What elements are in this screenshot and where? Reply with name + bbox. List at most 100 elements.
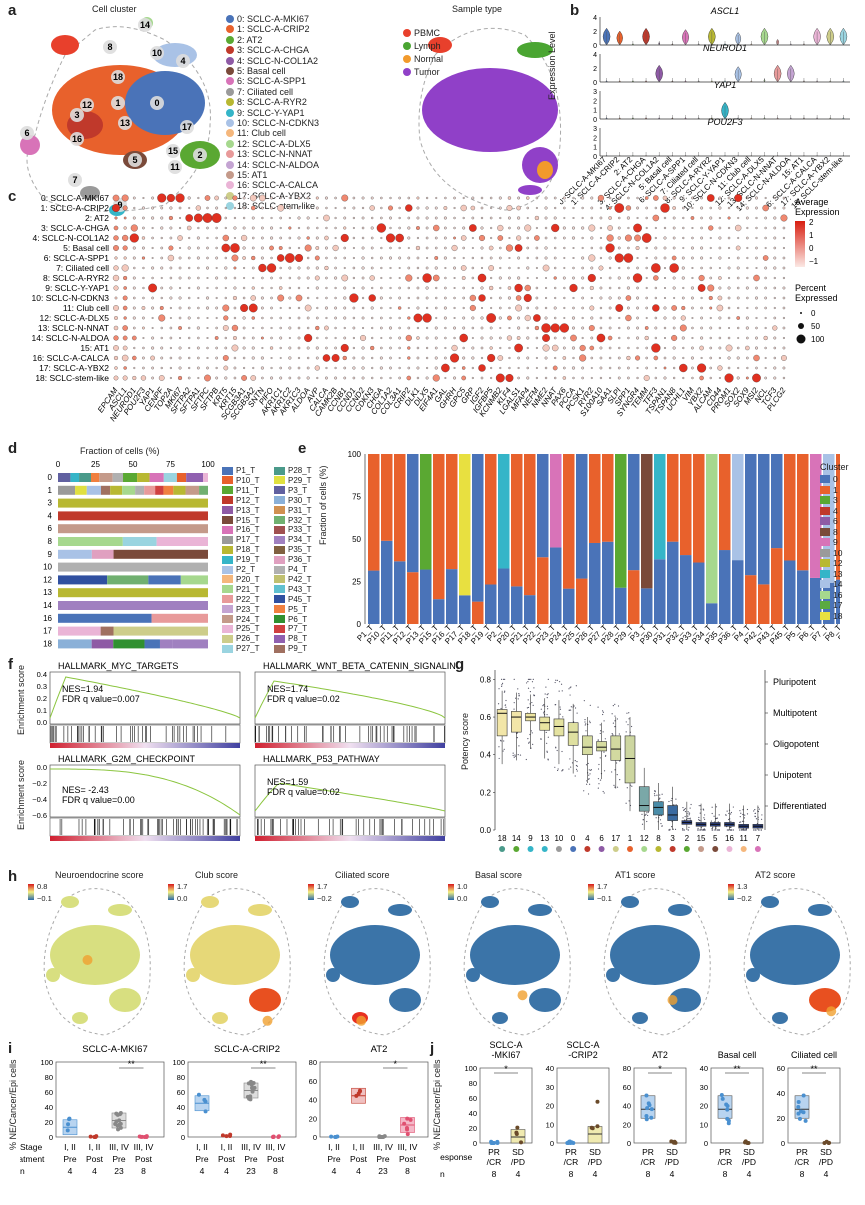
dotplot-dot (764, 196, 767, 200)
gsea-fdr: FDR q value=0.02 (267, 694, 340, 704)
dotplot-dot (160, 356, 164, 360)
dotplot-dot (169, 296, 173, 300)
dotplot-dot (533, 314, 541, 322)
potency-point (674, 828, 677, 831)
dotplot-dot (554, 316, 557, 320)
dotplot-dot (196, 246, 200, 250)
dotplot-dot (663, 296, 667, 300)
potency-category-label: 17 (611, 834, 620, 843)
dotplot-dot (654, 226, 657, 230)
dotplot-dot (352, 266, 356, 270)
gsea-ytick: −0.6 (32, 811, 47, 820)
dotplot-dot (563, 236, 566, 240)
panel-i-treatment: Pre (376, 1154, 390, 1164)
dotplot-dot (297, 376, 301, 380)
gsea-frame (49, 671, 241, 725)
cluster-swatch (226, 25, 234, 34)
dotplot-dot (590, 367, 593, 369)
panel-i-point (93, 1135, 98, 1139)
violin-tick: 0 (593, 80, 597, 87)
dotplot-dot (671, 334, 678, 342)
potency-point (742, 829, 744, 831)
potency-point (602, 711, 605, 713)
dotplot-dot (113, 305, 119, 311)
dotplot-dot (736, 206, 740, 210)
dotplot-dot (453, 376, 457, 380)
panel-j-point (515, 1125, 520, 1130)
dotplot-dot (754, 296, 759, 300)
dotplot-dot (554, 376, 557, 380)
potency-point (576, 770, 578, 772)
dotplot-dot (489, 336, 493, 340)
panel-e-swatch (820, 611, 830, 620)
potency-point (688, 826, 690, 829)
dotplot-dot (178, 266, 182, 270)
panel-e-segment (810, 454, 822, 578)
dotplot-dot (188, 356, 191, 360)
dotplot-dot (572, 247, 575, 249)
dotplot-dot (495, 373, 505, 383)
potency-category-label: 8 (656, 834, 661, 843)
potency-box (638, 786, 650, 812)
dotplot-dot (745, 316, 749, 320)
dotplot-dot (480, 336, 484, 340)
panel-e-ytick: 25 (352, 578, 361, 587)
dotplot-dot (572, 276, 575, 280)
dotplot-dot (470, 205, 476, 211)
potency-point (740, 821, 742, 823)
dotplot-dot (734, 194, 743, 202)
potency-point (513, 678, 515, 681)
dotplot-dot (746, 246, 749, 250)
dotplot-dot (691, 317, 694, 319)
dotplot-dot (288, 366, 292, 370)
potency-point (501, 682, 504, 684)
dotplot-dot (297, 196, 301, 200)
dotplot-dot (550, 323, 560, 333)
dotplot-dot (718, 246, 722, 250)
feature-umap-blob (668, 904, 692, 916)
dotplot-dot (773, 296, 776, 300)
dotplot-dot (554, 296, 557, 300)
potency-point (569, 687, 571, 689)
panel-d-segment (107, 575, 149, 585)
dotplot-dot (443, 206, 448, 210)
dotplot-dot (142, 197, 145, 199)
panel-i-point (116, 1127, 121, 1132)
dotplot-dot (690, 286, 694, 290)
cell-cluster-title: Cell cluster (92, 4, 137, 14)
dotplot-dot (764, 226, 767, 230)
dotplot-dot (498, 276, 502, 280)
dotplot-dot (251, 216, 255, 220)
avg-expression-colorbar (795, 221, 805, 267)
panel-j-n: 8 (492, 1169, 497, 1179)
cluster-legend-label: 3: SCLC-A-CHGA (237, 45, 310, 56)
pct-expressed-dot (800, 312, 802, 314)
panel-j-response-top: SD (820, 1147, 832, 1157)
panel-j-sig: ** (810, 1064, 818, 1074)
potency-point (625, 802, 627, 804)
potency-point (687, 829, 689, 831)
dotplot-dot (304, 244, 312, 252)
panel-i-frame (55, 1061, 165, 1138)
dotplot-dot (279, 236, 282, 240)
dotplot-dot (297, 346, 301, 350)
sample-legend-label: Normal (414, 54, 444, 64)
panel-d-swatch (222, 615, 233, 623)
dotplot-dot (369, 275, 375, 281)
dotplot-dot (349, 293, 359, 303)
dotplot-dot (371, 376, 374, 380)
dotplot-dot (233, 366, 237, 370)
panel-j-point (647, 1103, 652, 1108)
potency-point (498, 757, 500, 760)
potency-category-label: 12 (640, 834, 649, 843)
panel-j-boxplots: SCLC-A-MKI67020406080100PR/CR8SD/PD4*SCL… (440, 1040, 841, 1179)
dotplot-dot (405, 334, 412, 342)
potency-point (727, 829, 729, 831)
potency-point (646, 812, 648, 814)
panel-j-plot-title: -CRIP2 (568, 1050, 598, 1060)
potency-point (527, 738, 529, 740)
dotplot-dot (343, 296, 347, 300)
dotplot-dot (334, 276, 338, 280)
panel-i-point (117, 1122, 122, 1127)
umap-label-bg (103, 40, 117, 54)
